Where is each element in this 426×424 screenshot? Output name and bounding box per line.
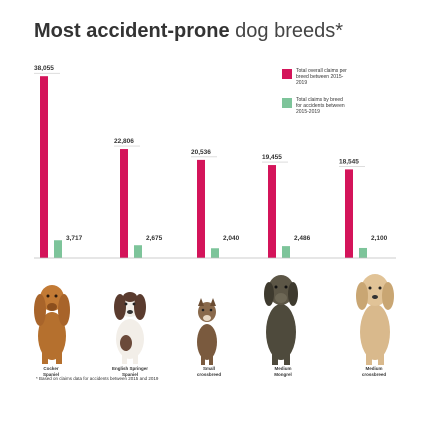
value-label-overall-3: 19,455 <box>262 154 282 161</box>
legend-item-overall: Total overall claims per breed between 2… <box>282 68 348 86</box>
value-label-accidents-4: 2,100 <box>371 235 388 242</box>
cocker-spaniel-icon <box>34 285 70 364</box>
title-bold-part: Most accident-prone <box>34 20 230 42</box>
dog-label-line: Mongrel <box>274 371 292 377</box>
legend-label-overall: Total overall claims per breed between 2… <box>296 68 347 86</box>
legend-item-accidents: Total claims by breed for accidents betw… <box>282 97 348 115</box>
small-crossbreed-icon <box>197 298 217 365</box>
dog-label-springer-spaniel: English Springer Spaniel <box>105 366 155 377</box>
dog-label-line: Small <box>202 366 215 371</box>
value-label-accidents-3: 2,486 <box>294 235 311 242</box>
bar-overall-2 <box>197 159 205 258</box>
dog-label-line: crossbreed <box>196 371 222 377</box>
legend-swatch-accidents <box>282 98 292 108</box>
dog-label-line: English Springer <box>111 366 148 371</box>
bar-overall-3 <box>268 165 276 258</box>
dog-label-line: Medium <box>274 366 292 371</box>
value-label-overall-0: 38,055 <box>34 65 54 72</box>
dog-label-medium-crossbreed: Medium crossbreed <box>349 366 399 377</box>
legend-swatch-overall <box>282 69 292 79</box>
dog-label-line: Spaniel <box>121 371 138 377</box>
bar-overall-0 <box>40 76 48 259</box>
bar-accidents-4 <box>359 247 367 258</box>
dog-label-cocker-spaniel: Cocker Spaniel <box>26 366 76 377</box>
page-title: Most accident-prone dog breeds* <box>34 20 343 43</box>
medium-crossbreed-icon <box>356 274 394 365</box>
bar-overall-1 <box>120 149 128 258</box>
legend-label-accidents: Total claims by breed for accidents betw… <box>296 97 345 115</box>
bar-accidents-2 <box>211 248 219 258</box>
bar-overall-4 <box>345 169 353 258</box>
bar-accidents-0 <box>54 240 62 258</box>
dog-label-line: Spaniel <box>42 371 59 377</box>
dog-label-line: crossbreed <box>361 371 387 377</box>
title-light-part: dog breeds* <box>235 20 344 42</box>
bar-accidents-3 <box>282 246 290 258</box>
value-label-accidents-1: 2,675 <box>146 235 163 242</box>
value-label-overall-2: 20,536 <box>191 149 211 156</box>
value-label-overall-4: 18,545 <box>339 158 359 165</box>
medium-mongrel-icon <box>264 275 298 365</box>
dog-label-line: Medium <box>365 366 383 371</box>
springer-spaniel-icon <box>114 292 146 364</box>
dog-label-medium-mongrel: Medium Mongrel <box>258 366 308 377</box>
value-label-accidents-2: 2,040 <box>223 235 240 242</box>
value-label-overall-1: 22,806 <box>114 138 134 145</box>
dog-label-line: Cocker <box>43 366 59 371</box>
bar-accidents-1 <box>134 245 142 258</box>
value-label-accidents-0: 3,717 <box>66 235 83 242</box>
dog-label-small-crossbreed: Small crossbreed <box>184 366 234 377</box>
footnote: * Based on claims data for accidents bet… <box>36 376 159 381</box>
